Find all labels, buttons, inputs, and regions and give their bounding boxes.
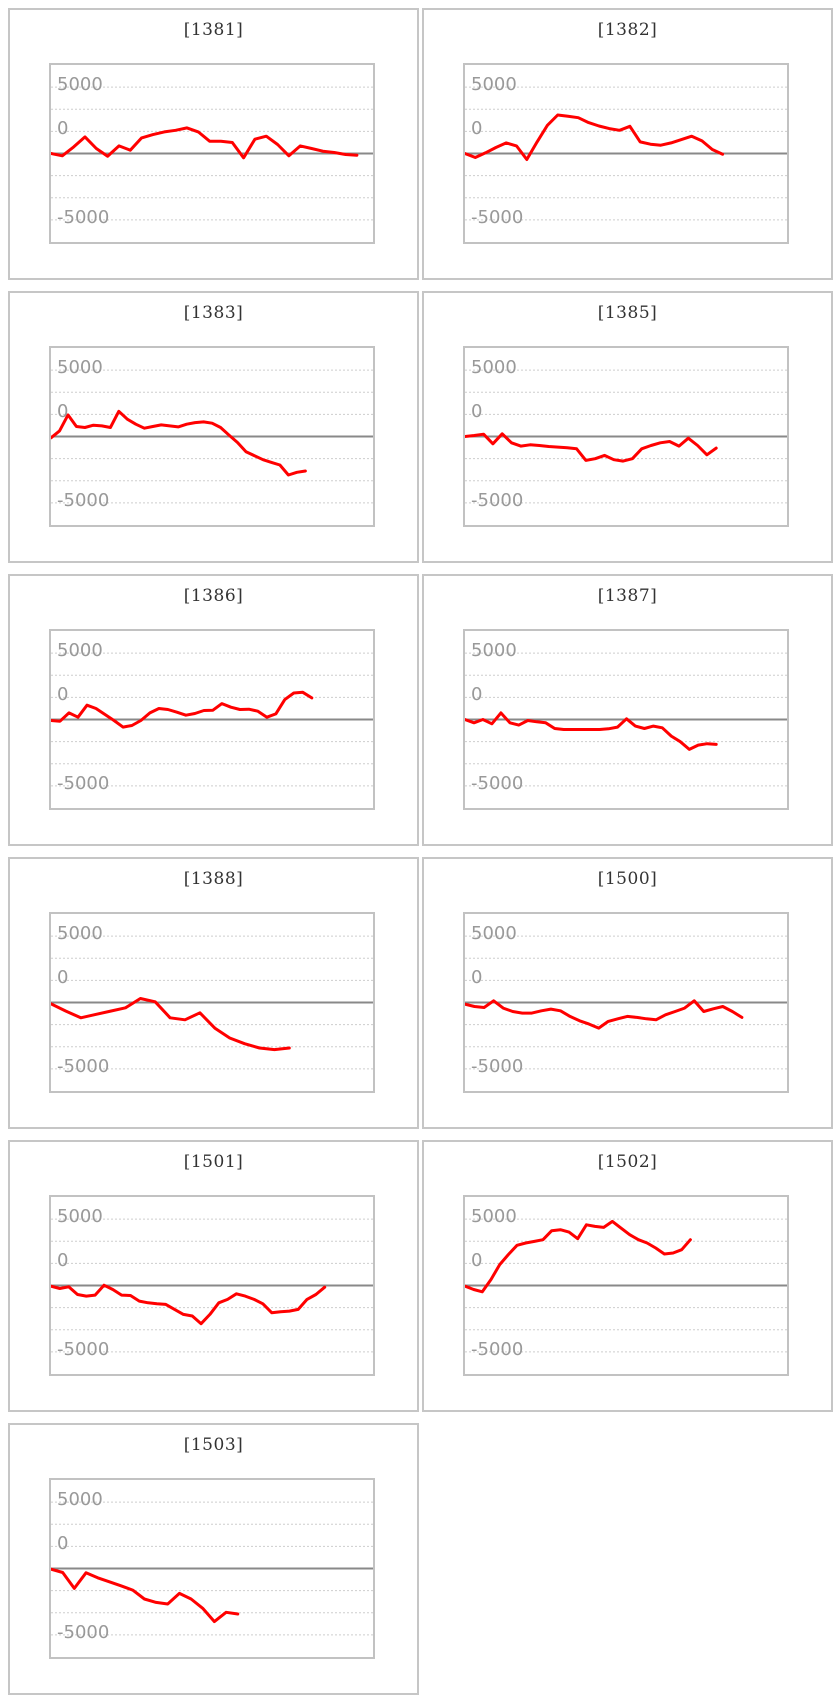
y-label-0: 0 (57, 1250, 69, 1272)
y-label-neg5000: -5000 (57, 1338, 110, 1360)
sparkline-svg (465, 652, 787, 787)
y-label-5000: 5000 (57, 640, 103, 662)
y-label-5000: 5000 (471, 640, 517, 662)
chart-title: [1502] (597, 1152, 658, 1172)
y-label-0: 0 (471, 401, 483, 423)
chart-panel-1386: [1386] 5000 0 -5000 (8, 574, 419, 846)
y-label-0: 0 (57, 118, 69, 140)
sparkline-svg (51, 1218, 373, 1353)
y-label-0: 0 (471, 684, 483, 706)
y-label-5000: 5000 (471, 357, 517, 379)
y-label-neg5000: -5000 (471, 489, 524, 511)
series-line (51, 126, 359, 160)
chart-title: [1386] (183, 586, 244, 606)
y-label-neg5000: -5000 (471, 1338, 524, 1360)
chart-title: [1383] (183, 303, 244, 323)
sparkline-svg (465, 935, 787, 1070)
y-label-neg5000: -5000 (471, 772, 524, 794)
y-label-0: 0 (57, 967, 69, 989)
chart-title: [1500] (597, 869, 658, 889)
series-line (51, 690, 314, 729)
sparkline-svg (465, 1218, 787, 1353)
series-line (465, 711, 718, 751)
plot-area: 5000 0 -5000 (49, 346, 375, 527)
y-label-0: 0 (57, 684, 69, 706)
chart-panel-1500: [1500] 5000 0 -5000 (422, 857, 833, 1129)
sparkline-svg (51, 86, 373, 221)
y-label-5000: 5000 (471, 1206, 517, 1228)
chart-title: [1381] (183, 20, 244, 40)
y-label-neg5000: -5000 (57, 772, 110, 794)
sparkline-svg (465, 369, 787, 504)
y-label-0: 0 (471, 118, 483, 140)
y-label-5000: 5000 (471, 923, 517, 945)
y-label-0: 0 (57, 401, 69, 423)
plot-area: 5000 0 -5000 (463, 629, 789, 810)
chart-title: [1388] (183, 869, 244, 889)
series-line (51, 1283, 327, 1326)
chart-title: [1501] (183, 1152, 244, 1172)
chart-panel-1502: [1502] 5000 0 -5000 (422, 1140, 833, 1412)
chart-title: [1503] (183, 1435, 244, 1455)
plot-area: 5000 0 -5000 (463, 346, 789, 527)
series-line (51, 409, 307, 477)
series-line (465, 999, 744, 1030)
plot-area: 5000 0 -5000 (463, 63, 789, 244)
y-label-neg5000: -5000 (57, 206, 110, 228)
y-label-neg5000: -5000 (57, 1055, 110, 1077)
y-label-5000: 5000 (57, 357, 103, 379)
y-label-0: 0 (57, 1533, 69, 1555)
plot-area: 5000 0 -5000 (49, 63, 375, 244)
y-label-5000: 5000 (57, 74, 103, 96)
chart-panel-1383: [1383] 5000 0 -5000 (8, 291, 419, 563)
chart-panel-1501: [1501] 5000 0 -5000 (8, 1140, 419, 1412)
y-label-5000: 5000 (471, 74, 517, 96)
sparkline-svg (51, 1501, 373, 1636)
sparkline-svg (51, 652, 373, 787)
plot-area: 5000 0 -5000 (463, 912, 789, 1093)
series-line (465, 432, 718, 463)
chart-panel-1388: [1388] 5000 0 -5000 (8, 857, 419, 1129)
plot-area: 5000 0 -5000 (49, 1195, 375, 1376)
y-label-neg5000: -5000 (57, 489, 110, 511)
series-line (465, 1219, 692, 1294)
plot-area: 5000 0 -5000 (49, 1478, 375, 1659)
chart-panel-1381: [1381] 5000 0 -5000 (8, 8, 419, 280)
sparkline-svg (51, 935, 373, 1070)
chart-title: [1382] (597, 20, 658, 40)
chart-panel-1503: [1503] 5000 0 -5000 (8, 1423, 419, 1695)
y-label-5000: 5000 (57, 1206, 103, 1228)
y-label-neg5000: -5000 (471, 1055, 524, 1077)
y-label-0: 0 (471, 1250, 483, 1272)
y-label-5000: 5000 (57, 923, 103, 945)
sparkline-svg (51, 369, 373, 504)
chart-panel-1382: [1382] 5000 0 -5000 (422, 8, 833, 280)
series-line (51, 997, 291, 1052)
series-line (51, 1567, 240, 1624)
y-label-neg5000: -5000 (471, 206, 524, 228)
sparkline-svg (465, 86, 787, 221)
plot-area: 5000 0 -5000 (49, 912, 375, 1093)
chart-panel-1387: [1387] 5000 0 -5000 (422, 574, 833, 846)
chart-title: [1385] (597, 303, 658, 323)
chart-panel-1385: [1385] 5000 0 -5000 (422, 291, 833, 563)
y-label-5000: 5000 (57, 1489, 103, 1511)
plot-area: 5000 0 -5000 (49, 629, 375, 810)
y-label-0: 0 (471, 967, 483, 989)
chart-title: [1387] (597, 586, 658, 606)
plot-area: 5000 0 -5000 (463, 1195, 789, 1376)
series-line (465, 113, 725, 161)
y-label-neg5000: -5000 (57, 1621, 110, 1643)
